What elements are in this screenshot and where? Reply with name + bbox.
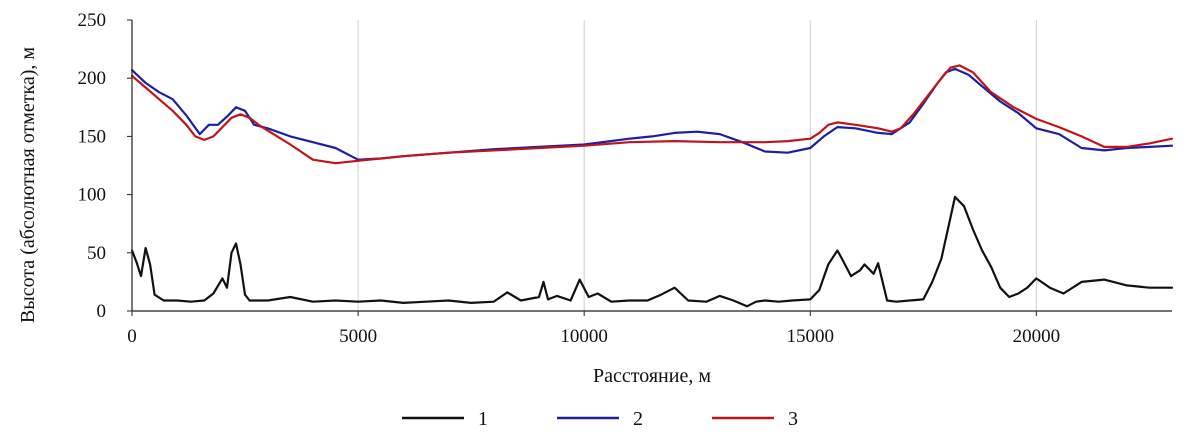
legend-label-2: 2 <box>633 408 643 430</box>
series-lines <box>130 64 1174 308</box>
y-tick-label: 100 <box>78 185 107 206</box>
series-line-2 <box>130 67 1174 161</box>
series-line-1 <box>130 195 1174 308</box>
y-tick-label: 150 <box>78 126 107 147</box>
y-axis-title: Высота (абсолютная отметка), м <box>17 47 39 323</box>
series-line-3 <box>130 64 1174 165</box>
y-axis-ticks: 0 50 100 150 200 250 <box>78 10 132 322</box>
x-tick-label: 5000 <box>339 326 377 347</box>
x-tick-label: 20000 <box>1013 326 1061 347</box>
legend-label-3: 3 <box>788 408 798 430</box>
x-tick-label: 15000 <box>787 326 835 347</box>
x-axis-title: Расстояние, м <box>593 365 711 387</box>
y-tick-label: 250 <box>78 10 107 31</box>
legend: 1 2 3 <box>402 408 798 430</box>
legend-label-1: 1 <box>478 408 488 430</box>
y-tick-label: 0 <box>97 301 107 322</box>
x-tick-label: 10000 <box>560 326 608 347</box>
x-tick-label: 0 <box>127 326 137 347</box>
axes <box>131 20 1172 312</box>
grid-lines <box>357 20 1037 311</box>
y-tick-label: 200 <box>78 68 107 89</box>
y-tick-label: 50 <box>87 243 106 264</box>
x-axis-ticks: 0 5000 10000 15000 20000 <box>127 311 1060 347</box>
